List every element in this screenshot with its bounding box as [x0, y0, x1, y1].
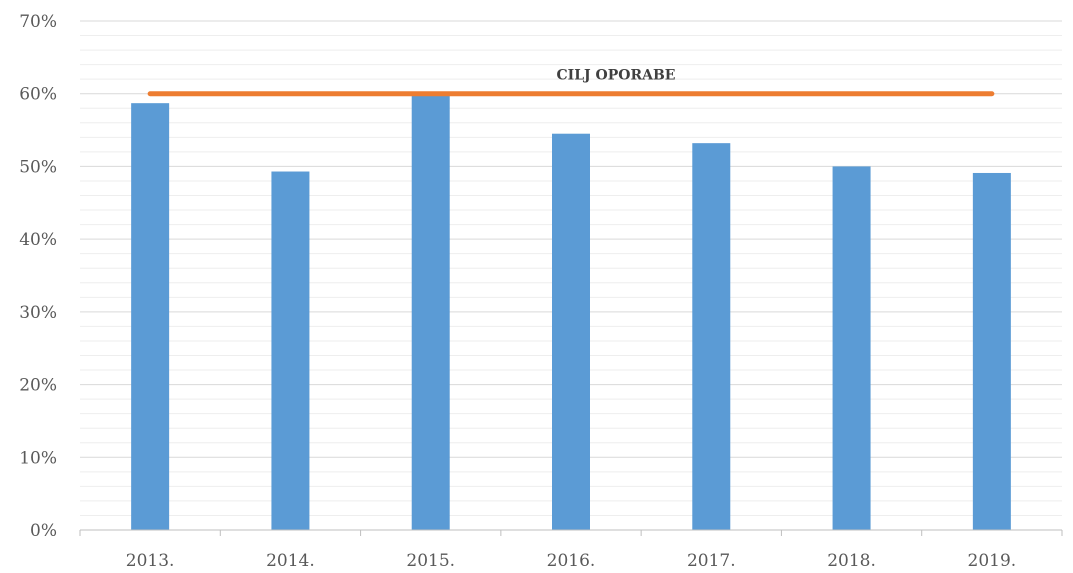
bar-2015: [411, 93, 450, 530]
bar-2013: [131, 103, 170, 530]
y-tick-label: 0%: [30, 521, 57, 541]
x-tick-label: 2014.: [266, 551, 315, 571]
x-tick-label: 2017.: [687, 551, 736, 571]
bars: [131, 93, 1011, 531]
x-tick-labels: 2013. 2014. 2015. 2016. 2017. 2018. 2019.: [126, 551, 1016, 571]
bar-2018: [832, 166, 871, 530]
y-tick-label: 30%: [19, 303, 57, 323]
bar-2017: [692, 143, 731, 530]
x-tick-label: 2018.: [827, 551, 876, 571]
bar-2014: [271, 171, 310, 531]
axes: [79, 529, 1063, 536]
y-tick-label: 50%: [19, 157, 57, 177]
y-tick-label: 60%: [19, 85, 57, 105]
x-tick-label: 2015.: [406, 551, 455, 571]
y-tick-label: 70%: [19, 12, 57, 32]
x-tick-label: 2016.: [547, 551, 596, 571]
y-tick-label: 10%: [19, 448, 57, 468]
bar-2019: [972, 172, 1011, 531]
x-tick-label: 2013.: [126, 551, 175, 571]
bar-2016: [552, 133, 590, 530]
target-label: CILJ OPORABE: [557, 68, 676, 84]
y-tick-label: 20%: [19, 376, 57, 396]
x-tick-label: 2019.: [968, 551, 1017, 571]
y-tick-label: 40%: [19, 230, 57, 250]
y-tick-labels: 0% 10% 20% 30% 40% 50% 60% 70%: [19, 12, 57, 541]
target-series: CILJ OPORABE: [147, 68, 995, 97]
